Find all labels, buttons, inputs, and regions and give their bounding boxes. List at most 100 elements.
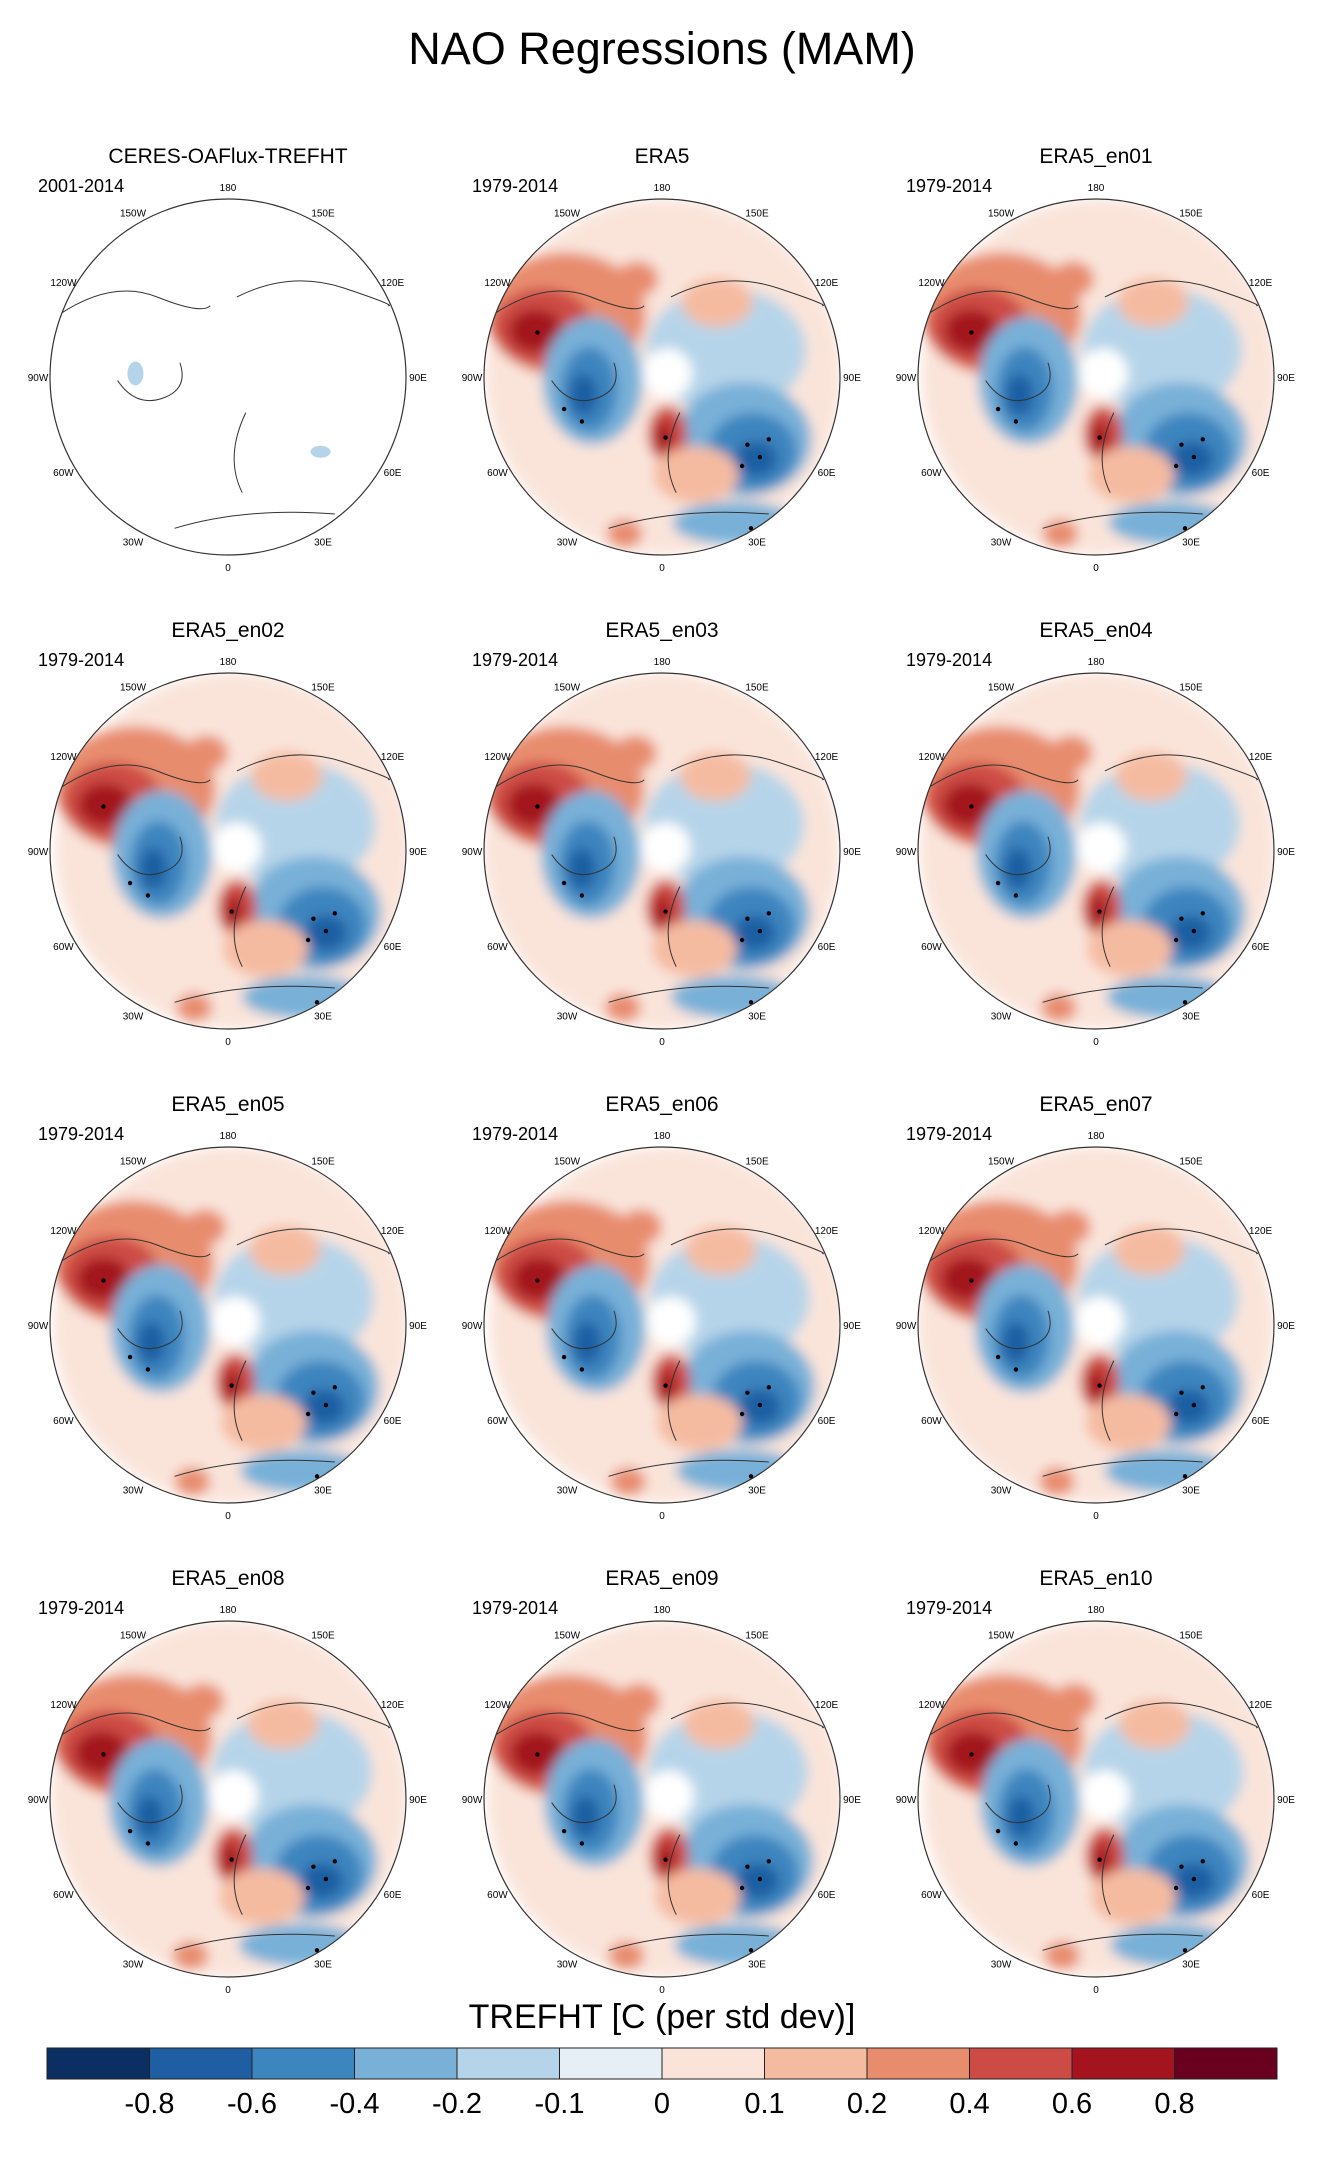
lon-tick-label: 180: [654, 1605, 671, 1616]
anomaly-region: [1047, 1209, 1091, 1245]
significance-dot: [561, 1354, 567, 1360]
lon-tick-label: 150E: [1179, 1630, 1203, 1641]
panel-title: ERA5_en06: [605, 1093, 718, 1116]
significance-dot: [561, 1828, 567, 1834]
lon-tick-label: 180: [220, 1131, 237, 1142]
anomaly-region: [608, 1941, 645, 1970]
coastline: [1101, 886, 1115, 967]
map-background: [50, 199, 406, 555]
lon-tick-label: 180: [220, 657, 237, 668]
coastline: [608, 1459, 769, 1477]
significance-dot: [995, 406, 1001, 412]
coastline: [1042, 1459, 1203, 1477]
coastline: [492, 1238, 645, 1264]
significance-dot: [127, 1828, 133, 1834]
significance-dot: [1013, 1841, 1019, 1846]
colorbar-swatch: [1071, 2047, 1175, 2080]
lon-tick-label: 0: [225, 563, 231, 574]
significance-dot: [1200, 1468, 1206, 1474]
panel-title: ERA5_en03: [605, 619, 718, 642]
significance-dot: [323, 1876, 329, 1882]
significance-dot: [1200, 1942, 1206, 1948]
anomaly-field: [918, 1147, 1274, 1503]
lon-tick-label: 150W: [988, 1156, 1015, 1167]
lon-tick-label: 60W: [487, 942, 508, 953]
significance-dot: [561, 406, 567, 412]
lon-tick-label: 60E: [384, 942, 402, 953]
panel-period: 2001-2014: [38, 176, 124, 196]
anomaly-region: [610, 1467, 646, 1496]
significance-dot: [332, 1859, 337, 1864]
lon-tick-label: 150W: [554, 1156, 581, 1167]
lon-tick-label: 150W: [120, 208, 147, 219]
lon-tick-label: 60E: [818, 942, 836, 953]
colorbar-swatch: [969, 2047, 1073, 2080]
anomaly-region: [736, 1863, 780, 1899]
significance-dot: [739, 1411, 745, 1417]
lon-tick-label: 30W: [557, 1960, 578, 1971]
lon-tick-label: 120W: [484, 278, 511, 289]
anomaly-region: [220, 1394, 307, 1452]
panel-period: 1979-2014: [38, 1124, 124, 1144]
lon-tick-label: 60E: [818, 468, 836, 479]
panel-title: ERA5_en07: [1039, 1093, 1152, 1116]
map-panel: ERA5_en02 1979-2014 180 150E 120E 90E 60E 30E 0 3…: [28, 619, 428, 1048]
lon-tick-label: 120E: [381, 1226, 405, 1237]
anomaly-region: [508, 309, 563, 353]
significance-dot: [748, 1948, 754, 1953]
colorbar-tick-label: 0.2: [847, 2088, 887, 2120]
significance-dot: [766, 911, 771, 916]
lon-tick-label: 150E: [311, 1630, 335, 1641]
anomaly-region: [656, 1394, 743, 1452]
anomaly-region: [679, 751, 752, 802]
coastline: [926, 764, 1079, 790]
anomaly-region: [127, 361, 144, 386]
significance-dot: [1013, 419, 1019, 424]
significance-dot: [663, 1383, 668, 1388]
coastline: [1101, 1834, 1115, 1915]
panel-title: CERES-OAFlux-TREFHT: [108, 145, 347, 168]
colorbar-swatch: [354, 2047, 458, 2080]
significance-dot: [101, 1752, 106, 1757]
significance-dot: [1013, 893, 1019, 898]
lon-tick-label: 60E: [1252, 1890, 1270, 1901]
significance-dot: [561, 880, 567, 886]
significance-dot: [145, 1367, 151, 1372]
map-panel: ERA5 1979-2014 180 150E 120E 90E 60E 30E 0 30W 60W…: [462, 145, 862, 574]
lon-tick-label: 90W: [462, 373, 483, 384]
significance-dot: [1097, 1857, 1102, 1862]
lon-tick-label: 60E: [384, 468, 402, 479]
lon-tick-label: 0: [1093, 563, 1099, 574]
significance-dot: [1200, 911, 1206, 916]
significance-dot: [1182, 1000, 1188, 1005]
anomaly-region: [617, 1683, 661, 1719]
lon-tick-label: 60W: [53, 1416, 74, 1427]
anomaly-region: [174, 1467, 211, 1496]
lon-tick-label: 60E: [818, 1416, 836, 1427]
coastline: [551, 1310, 617, 1350]
significance-dot: [1173, 1885, 1179, 1891]
anomaly-region: [1087, 1369, 1105, 1402]
lon-tick-label: 120W: [918, 278, 945, 289]
lon-tick-label: 60W: [921, 942, 942, 953]
anomaly-region: [670, 975, 796, 1019]
map-panel: ERA5_en06 1979-2014 180 150E 120E 90E 60E 30E 0 3…: [462, 1093, 862, 1522]
map-panel: ERA5_en03 1979-2014 180 150E 120E 90E 60E 30E 0 3…: [462, 619, 862, 1048]
anomaly-field: [50, 199, 406, 555]
lon-tick-label: 30E: [748, 1960, 766, 1971]
panel-period: 1979-2014: [906, 1124, 992, 1144]
significance-dot: [332, 1385, 337, 1390]
lon-tick-label: 150W: [988, 208, 1015, 219]
lon-tick-label: 90E: [843, 1795, 861, 1806]
coastline: [551, 836, 617, 876]
coastline: [667, 1360, 681, 1441]
anomaly-region: [1117, 277, 1189, 328]
coastline: [233, 1360, 247, 1441]
lon-tick-label: 120E: [815, 278, 839, 289]
coastline: [551, 362, 617, 402]
significance-dot: [1191, 928, 1197, 934]
significance-dot: [745, 442, 750, 447]
coastline: [174, 985, 335, 1003]
lon-tick-label: 90W: [896, 1321, 917, 1332]
significance-dot: [1179, 916, 1184, 921]
